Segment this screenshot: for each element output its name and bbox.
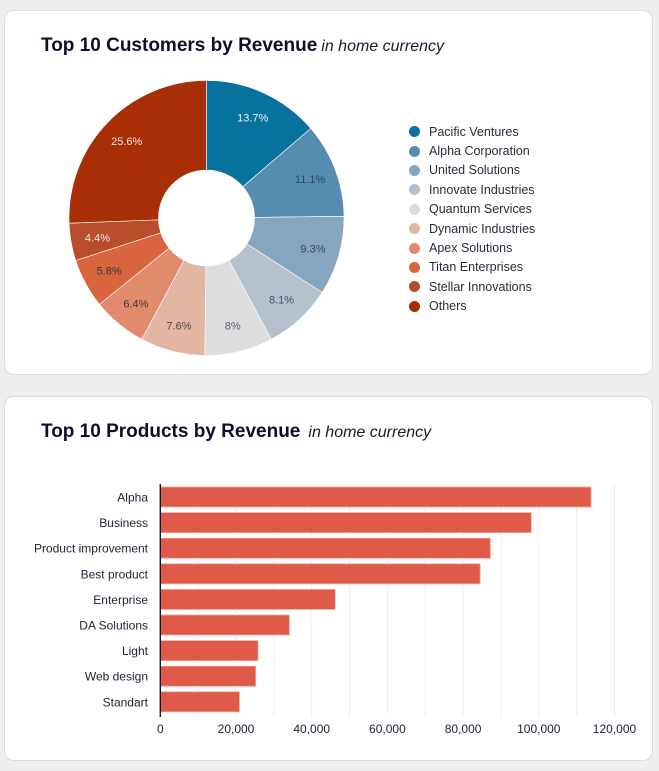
donut-slice-label: 13.7% xyxy=(237,112,268,124)
donut-slice-label: 8.1% xyxy=(269,294,294,306)
donut-slice-label: 5.8% xyxy=(97,266,122,278)
donut-slice-label: 6.4% xyxy=(123,298,148,310)
legend-label: Titan Enterprises xyxy=(429,260,524,275)
bar[interactable] xyxy=(159,589,336,610)
donut-slice[interactable] xyxy=(206,80,312,188)
legend-item[interactable]: Stellar Innovations xyxy=(409,277,535,296)
legend-label: Innovate Industries xyxy=(429,182,535,197)
legend-swatch-icon xyxy=(409,164,420,176)
legend-label: Pacific Ventures xyxy=(429,124,519,139)
category-label: DA Solutions xyxy=(79,619,148,633)
donut-slice-label: 4.4% xyxy=(85,232,110,244)
x-tick-label: 40,000 xyxy=(293,722,330,736)
donut-slice-label: 7.6% xyxy=(166,320,191,332)
bar[interactable] xyxy=(159,563,481,585)
legend-swatch-icon xyxy=(409,300,420,312)
legend-label: Apex Solutions xyxy=(429,241,513,256)
category-label: Web design xyxy=(85,670,148,684)
x-tick-label: 100,000 xyxy=(517,722,561,736)
x-tick-label: 60,000 xyxy=(369,722,406,736)
category-label: Light xyxy=(122,644,149,658)
legend-label: Quantum Services xyxy=(429,202,532,217)
customers-chart-title: Top 10 Customers by Revenue in home curre… xyxy=(41,35,444,57)
customers-subtitle: in home currency xyxy=(321,38,444,55)
legend-item[interactable]: Innovate Industries xyxy=(409,180,535,199)
x-tick-label: 0 xyxy=(157,722,164,736)
donut-slice-label: 9.3% xyxy=(300,244,325,256)
x-tick-label: 20,000 xyxy=(218,722,255,736)
legend-item[interactable]: Dynamic Industries xyxy=(409,219,535,238)
category-label: Standart xyxy=(103,695,149,709)
legend-label: United Solutions xyxy=(429,163,521,178)
legend-swatch-icon xyxy=(409,261,420,273)
legend-label: Dynamic Industries xyxy=(429,221,536,236)
category-label: Alpha xyxy=(117,491,148,505)
legend-item[interactable]: United Solutions xyxy=(409,161,535,180)
legend-label: Alpha Corporation xyxy=(429,144,530,159)
products-revenue-card: Top 10 Products by Revenue in home curren… xyxy=(4,396,653,761)
donut-slice-label: 11.1% xyxy=(295,174,326,186)
donut-slice[interactable] xyxy=(68,80,207,224)
products-chart-title: Top 10 Products by Revenue in home curren… xyxy=(41,421,431,443)
legend-swatch-icon xyxy=(409,242,420,254)
category-label: Product improvement xyxy=(34,542,149,556)
bar[interactable] xyxy=(159,537,491,559)
legend-label: Stellar Innovations xyxy=(429,279,532,294)
legend-item[interactable]: Titan Enterprises xyxy=(409,258,535,277)
x-tick-label: 120,000 xyxy=(593,722,637,736)
legend-swatch-icon xyxy=(409,223,420,235)
legend-label: Others xyxy=(429,299,467,314)
bar[interactable] xyxy=(159,665,257,687)
bar[interactable] xyxy=(159,512,532,534)
bar[interactable] xyxy=(159,486,592,508)
legend-swatch-icon xyxy=(409,281,420,293)
customers-legend: Pacific Ventures Alpha Corporation United … xyxy=(409,122,535,316)
donut-slice-label: 25.6% xyxy=(111,136,142,148)
legend-item[interactable]: Alpha Corporation xyxy=(409,141,535,160)
donut-slice-label: 8% xyxy=(225,321,241,333)
customers-title-text: Top 10 Customers by Revenue xyxy=(41,35,318,56)
products-subtitle: in home currency xyxy=(308,424,432,441)
category-label: Enterprise xyxy=(93,593,148,607)
legend-item[interactable]: Apex Solutions xyxy=(409,238,535,257)
legend-item[interactable]: Others xyxy=(409,297,535,316)
category-label: Best product xyxy=(81,567,149,581)
x-tick-label: 80,000 xyxy=(445,722,482,736)
legend-item[interactable]: Quantum Services xyxy=(409,200,535,219)
customers-revenue-card: Top 10 Customers by Revenue in home curre… xyxy=(4,10,653,375)
legend-swatch-icon xyxy=(409,126,420,138)
bar[interactable] xyxy=(159,640,259,661)
products-title-text: Top 10 Products by Revenue xyxy=(41,421,301,442)
legend-item[interactable]: Pacific Ventures xyxy=(409,122,535,141)
customers-donut-chart: 13.7% 11.1% 9.3% 8.1% 8% 7.6% 6.4% 5.8% 4.4% 25.6… xyxy=(68,80,345,356)
legend-swatch-icon xyxy=(409,184,420,196)
category-label: Business xyxy=(99,516,148,530)
legend-swatch-icon xyxy=(409,203,420,215)
bar[interactable] xyxy=(159,614,290,636)
legend-swatch-icon xyxy=(409,145,420,157)
bar[interactable] xyxy=(159,691,240,713)
